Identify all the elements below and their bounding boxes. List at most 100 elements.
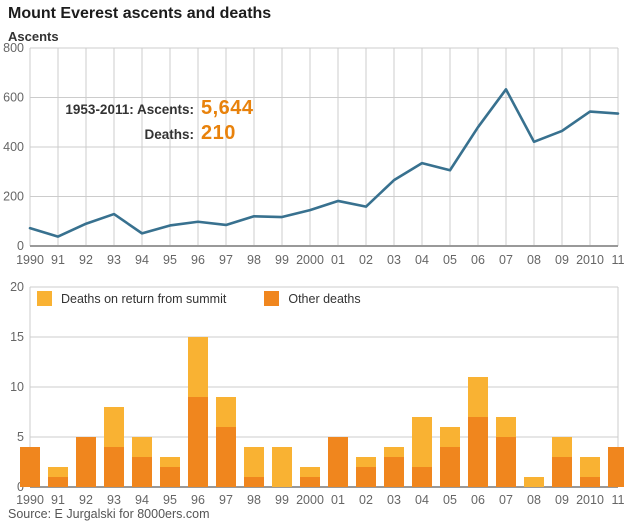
ascents-xtick-label: 08: [527, 253, 541, 267]
deaths-bar-segment: [104, 447, 124, 487]
deaths-bar-segment: [160, 457, 180, 467]
deaths-bar-segment: [440, 427, 460, 447]
ascents-xtick-label: 91: [51, 253, 65, 267]
annotation-deaths-label: Deaths:: [144, 127, 194, 142]
deaths-bar-segment: [300, 467, 320, 477]
ascents-ytick-label: 0: [17, 239, 24, 253]
deaths-bar-segment: [188, 337, 208, 397]
ascents-line-chart: 0 200 400 600 800 1990 91 92 93 94 95 96 97 98 99 2000 0…: [3, 42, 624, 267]
ascents-xtick-label: 98: [247, 253, 261, 267]
deaths-xtick-label: 02: [359, 493, 373, 506]
ascents-xtick-label: 06: [471, 253, 485, 267]
deaths-bar-segment: [608, 447, 624, 487]
deaths-bar-segment: [132, 437, 152, 457]
ascents-ytick-label: 600: [3, 91, 24, 105]
deaths-xtick-label: 06: [471, 493, 485, 506]
ascents-xtick-label: 02: [359, 253, 373, 267]
deaths-xtick-label: 93: [107, 493, 121, 506]
deaths-bar-segment: [524, 477, 544, 487]
deaths-bar-segment: [468, 417, 488, 487]
ascents-xtick-label: 99: [275, 253, 289, 267]
legend-swatch-return-deaths: [37, 291, 52, 306]
deaths-bar-segment: [216, 397, 236, 427]
deaths-ytick-label: 15: [10, 330, 24, 344]
deaths-bar-segment: [496, 437, 516, 487]
deaths-bar-segment: [496, 417, 516, 437]
deaths-xtick-label: 03: [387, 493, 401, 506]
deaths-xtick-label: 2010: [576, 493, 604, 506]
ascents-xtick-label: 1990: [16, 253, 44, 267]
ascents-xtick-label: 92: [79, 253, 93, 267]
deaths-xtick-label: 2000: [296, 493, 324, 506]
summary-annotation: 1953-2011: Ascents: 5,644 Deaths: 210: [34, 97, 254, 147]
ascents-xtick-label: 93: [107, 253, 121, 267]
deaths-bar-segment: [48, 467, 68, 477]
deaths-xtick-label: 01: [331, 493, 345, 506]
ascents-xtick-label: 94: [135, 253, 149, 267]
deaths-xtick-label: 11: [612, 493, 624, 506]
ascents-xtick-label: 07: [499, 253, 513, 267]
deaths-bar-segment: [216, 427, 236, 487]
deaths-bar-segment: [244, 477, 264, 487]
ascents-xtick-label: 05: [443, 253, 457, 267]
ascents-ytick-label: 400: [3, 140, 24, 154]
deaths-bar-segment: [580, 477, 600, 487]
deaths-xtick-label: 94: [135, 493, 149, 506]
deaths-xtick-label: 91: [51, 493, 65, 506]
annotation-ascents-row: 1953-2011: Ascents: 5,644: [34, 97, 254, 120]
deaths-bar-segment: [272, 447, 292, 487]
annotation-ascents-value: 5,644: [201, 97, 254, 119]
deaths-xtick-label: 99: [275, 493, 289, 506]
deaths-bar-segment: [384, 457, 404, 487]
deaths-xtick-label: 92: [79, 493, 93, 506]
annotation-ascents-label: 1953-2011: Ascents:: [65, 102, 194, 117]
ascents-xtick-label: 04: [415, 253, 429, 267]
deaths-bar-segment: [412, 417, 432, 467]
ascents-ytick-label: 800: [3, 42, 24, 55]
deaths-bar-segment: [20, 447, 40, 487]
deaths-ytick-label: 10: [10, 380, 24, 394]
ascents-xtick-label: 2010: [576, 253, 604, 267]
deaths-bar-segment: [104, 407, 124, 447]
deaths-legend: Deaths on return from summit Other death…: [37, 291, 361, 306]
deaths-bar-segment: [468, 377, 488, 417]
ascents-line-series: [28, 88, 620, 238]
deaths-xtick-label: 07: [499, 493, 513, 506]
deaths-bar-segment: [244, 447, 264, 477]
deaths-bar-segment: [328, 437, 348, 487]
source-attribution: Source: E Jurgalski for 8000ers.com: [8, 507, 210, 521]
deaths-bar-segment: [300, 477, 320, 487]
deaths-bar-segment: [440, 447, 460, 487]
ascents-xtick-label: 2000: [296, 253, 324, 267]
deaths-xtick-label: 96: [191, 493, 205, 506]
deaths-bar-segment: [188, 397, 208, 487]
annotation-deaths-value: 210: [201, 122, 236, 144]
deaths-xtick-label: 08: [527, 493, 541, 506]
deaths-xtick-label: 04: [415, 493, 429, 506]
deaths-bar-segment: [552, 457, 572, 487]
deaths-xtick-label: 97: [219, 493, 233, 506]
deaths-xtick-label: 09: [555, 493, 569, 506]
annotation-deaths-row: Deaths: 210: [34, 122, 254, 145]
deaths-bar-segment: [552, 437, 572, 457]
ascents-axis-title: Ascents: [8, 29, 59, 44]
ascents-xtick-label: 09: [555, 253, 569, 267]
deaths-bar-segment: [412, 467, 432, 487]
ascents-xtick-label: 11: [612, 253, 624, 267]
ascents-xtick-label: 01: [331, 253, 345, 267]
deaths-ytick-label: 5: [17, 430, 24, 444]
ascents-ytick-label: 200: [3, 190, 24, 204]
deaths-bar-segment: [160, 467, 180, 487]
deaths-bar-chart: 05 10 15 20 1990 91 92 93 94 95 96 97 98 99 2000 01 02 03…: [10, 280, 624, 506]
deaths-xtick-label: 1990: [16, 493, 44, 506]
deaths-bar-segment: [48, 477, 68, 487]
ascents-xtick-label: 03: [387, 253, 401, 267]
deaths-bar-segment: [76, 437, 96, 487]
page-title: Mount Everest ascents and deaths: [8, 5, 272, 22]
deaths-ytick-label: 20: [10, 280, 24, 294]
deaths-xtick-label: 98: [247, 493, 261, 506]
deaths-bar-segment: [356, 457, 376, 467]
legend-label-other-deaths: Other deaths: [288, 291, 361, 306]
ascents-xtick-label: 96: [191, 253, 205, 267]
